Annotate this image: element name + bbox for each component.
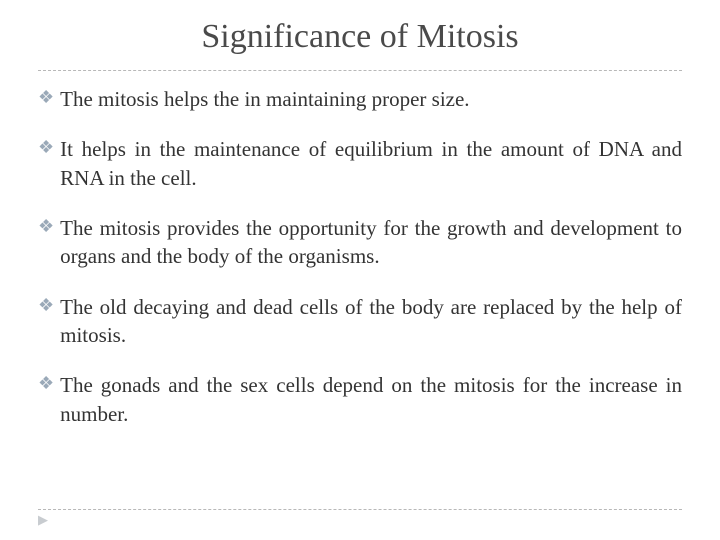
bottom-divider	[38, 509, 682, 510]
bullet-text: It helps in the maintenance of equilibri…	[60, 135, 682, 192]
bullet-item: ❖It helps in the maintenance of equilibr…	[38, 135, 682, 192]
bullet-text: The mitosis provides the opportunity for…	[60, 214, 682, 271]
slide-title: Significance of Mitosis	[38, 18, 682, 56]
bullet-item: ❖The old decaying and dead cells of the …	[38, 293, 682, 350]
diamond-bullet-icon: ❖	[38, 135, 54, 159]
diamond-bullet-icon: ❖	[38, 214, 54, 238]
top-divider	[38, 70, 682, 71]
bullet-item: ❖The mitosis helps the in maintaining pr…	[38, 85, 682, 113]
slide: Significance of Mitosis ❖The mitosis hel…	[0, 0, 720, 540]
bullet-item: ❖The mitosis provides the opportunity fo…	[38, 214, 682, 271]
bullet-text: The old decaying and dead cells of the b…	[60, 293, 682, 350]
bullet-list: ❖The mitosis helps the in maintaining pr…	[38, 85, 682, 428]
bullet-text: The mitosis helps the in maintaining pro…	[60, 85, 682, 113]
bullet-item: ❖The gonads and the sex cells depend on …	[38, 371, 682, 428]
play-arrow-icon: ▶	[38, 512, 48, 528]
diamond-bullet-icon: ❖	[38, 371, 54, 395]
bullet-text: The gonads and the sex cells depend on t…	[60, 371, 682, 428]
diamond-bullet-icon: ❖	[38, 85, 54, 109]
diamond-bullet-icon: ❖	[38, 293, 54, 317]
